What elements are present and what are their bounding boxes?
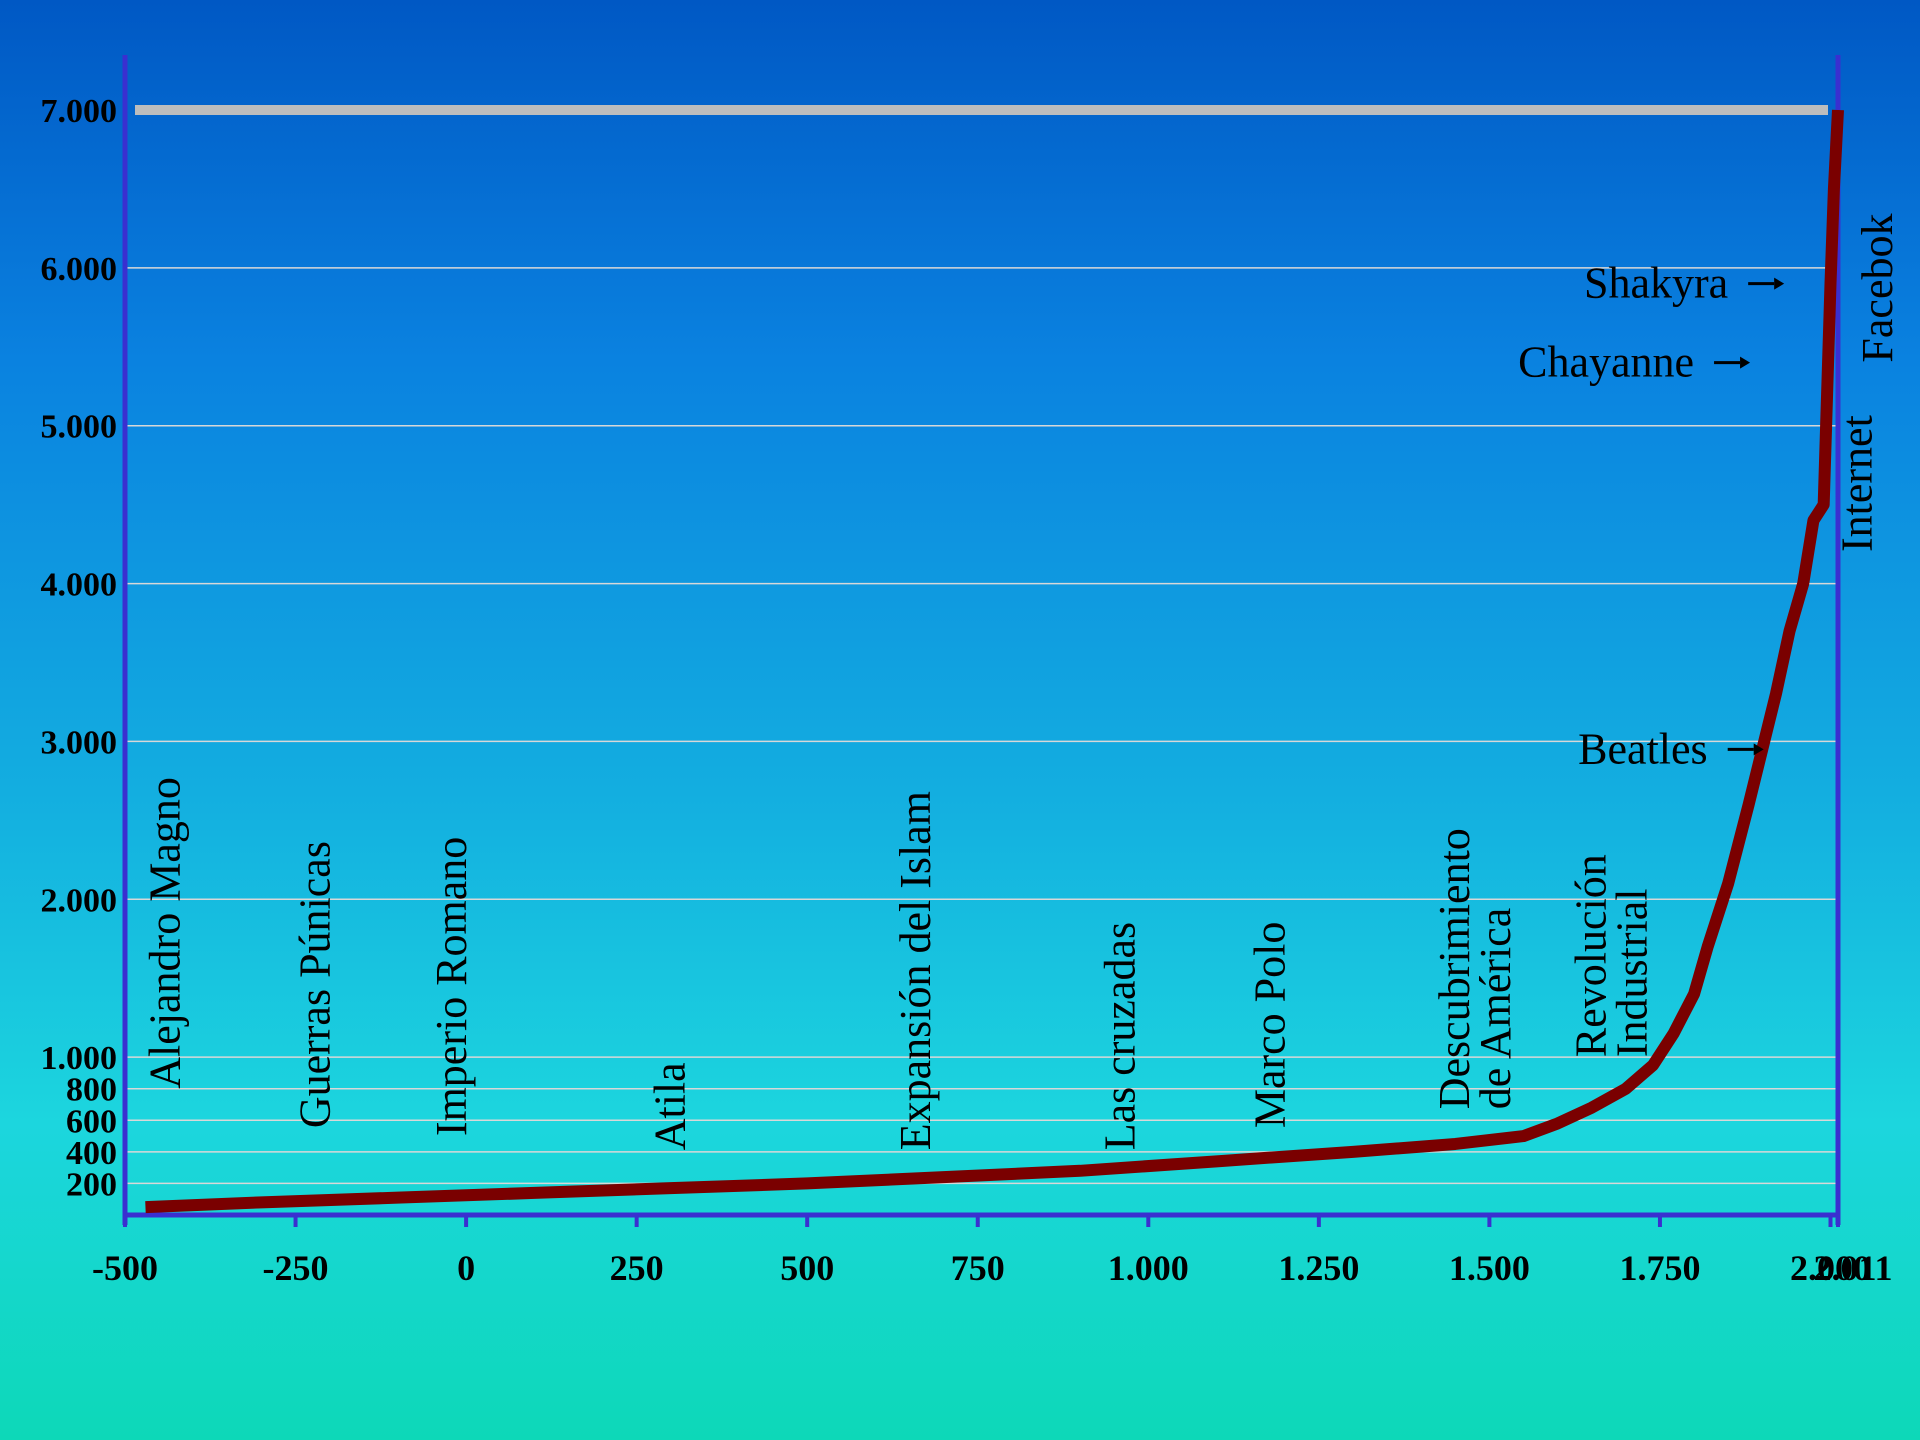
y-tick-label: 1.000 <box>41 1040 118 1077</box>
grid <box>125 105 1838 1185</box>
y-tick-label: 400 <box>66 1135 117 1172</box>
x-tick-label: 1.500 <box>1449 1248 1530 1288</box>
x-tick-label: 250 <box>610 1248 664 1288</box>
event-label: Industrial <box>1607 889 1656 1058</box>
annotation-label: Shakyra <box>1584 259 1728 308</box>
annotation-arrowhead <box>1753 743 1764 756</box>
x-tick-label: 750 <box>951 1248 1005 1288</box>
x-tick-label: 2.011 <box>1813 1248 1892 1288</box>
x-tick-label: 1.250 <box>1278 1248 1359 1288</box>
axes <box>122 55 1841 1225</box>
x-axis-ticks: -500 -250 0 250 500 750 1.000 1.250 1.500 1.750 2.… <box>92 1215 1893 1288</box>
y-tick-label: 6.000 <box>41 251 118 288</box>
y-tick-label: 800 <box>66 1072 117 1109</box>
x-tick-label: -500 <box>92 1248 158 1288</box>
x-tick-label: -250 <box>263 1248 329 1288</box>
y-tick-label: 5.000 <box>41 409 118 446</box>
y-tick-label: 600 <box>66 1103 117 1140</box>
event-label: Atila <box>645 1062 694 1150</box>
y-tick-label: 7.000 <box>41 93 118 130</box>
x-tick-label: 2.000 <box>1790 1248 1871 1288</box>
y-tick-label: 4.000 <box>41 567 118 604</box>
y-tick-label: 2.000 <box>41 882 118 919</box>
population-line <box>145 109 1844 1214</box>
x-tick-label: 0 <box>457 1248 475 1288</box>
event-label: Revolución <box>1566 854 1615 1057</box>
event-label: Internet <box>1832 415 1881 552</box>
event-labels: Alejandro Magno Guerras Púnicas Imperio Ro… <box>141 214 1902 1151</box>
event-label: Alejandro Magno <box>141 777 190 1089</box>
annotation-arrowhead <box>1740 356 1751 369</box>
event-label: Marco Polo <box>1246 922 1295 1129</box>
event-label: Imperio Romano <box>427 837 476 1136</box>
x-tick-label: 500 <box>780 1248 834 1288</box>
event-label: Facebok <box>1853 214 1902 363</box>
event-label: Descubrimiento <box>1430 828 1479 1109</box>
annotations: Shakyra Chayanne Beatles <box>1518 259 1785 773</box>
y-tick-label: 200 <box>66 1166 117 1203</box>
x-tick-label: 1.000 <box>1108 1248 1189 1288</box>
x-tick-label: 1.750 <box>1619 1248 1700 1288</box>
annotation-label: Chayanne <box>1518 338 1694 387</box>
event-label: Las cruzadas <box>1096 922 1145 1150</box>
event-label: de América <box>1471 908 1520 1110</box>
y-tick-label: 3.000 <box>41 724 118 761</box>
annotation-label: Beatles <box>1578 724 1708 773</box>
annotation-arrowhead <box>1774 277 1785 290</box>
event-label: Guerras Púnicas <box>291 841 340 1128</box>
event-label: Expansión del Islam <box>891 791 940 1150</box>
series <box>145 109 1844 1214</box>
